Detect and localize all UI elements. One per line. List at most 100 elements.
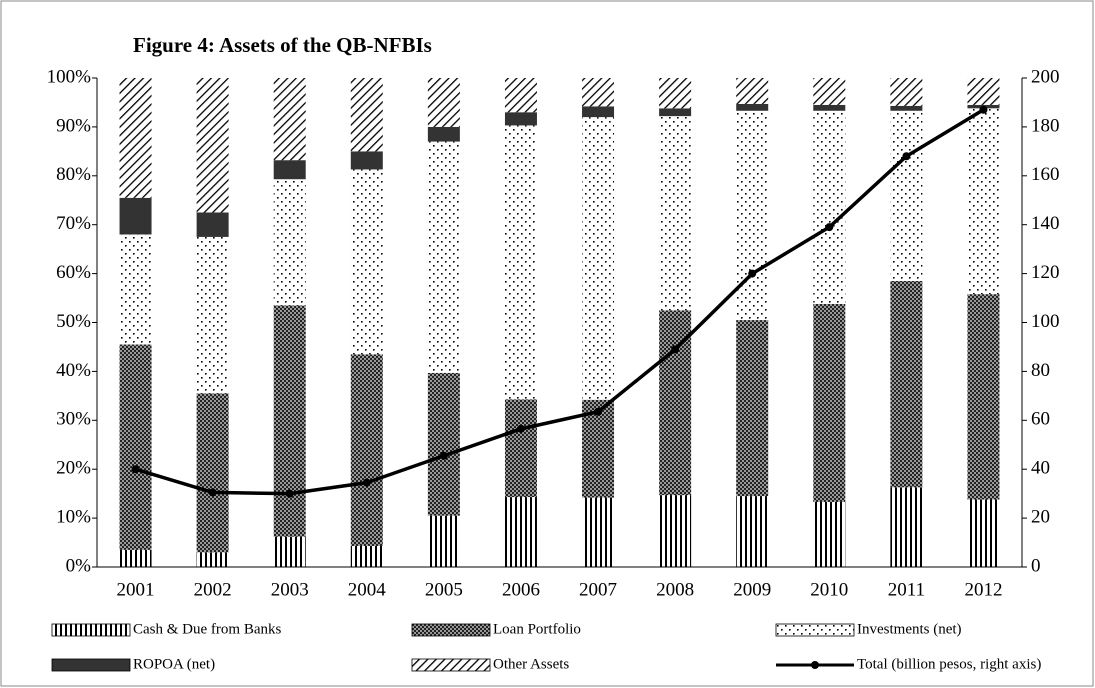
legend-label: Cash & Due from Banks [133, 621, 281, 637]
y-tick-label: 0% [66, 555, 92, 576]
bar-segment [967, 499, 1000, 567]
bar-segment [813, 501, 846, 567]
legend-swatch [411, 658, 491, 672]
bar-segment [736, 320, 769, 497]
bar-segment [659, 108, 692, 117]
bar-segment [659, 78, 692, 109]
bar-segment [813, 110, 846, 304]
x-tick-label: 2005 [425, 579, 463, 600]
legend-label: Other Assets [493, 656, 569, 672]
y-tick-label: 40% [56, 360, 91, 381]
y2-tick-label: 0 [1031, 555, 1041, 576]
y-tick-label: 100% [47, 66, 92, 87]
total-marker [362, 478, 371, 487]
bar-segment [196, 212, 229, 237]
bar-segment [504, 497, 537, 567]
x-tick-label: 2001 [117, 579, 155, 600]
bar-segment [504, 399, 537, 498]
bar-segment [582, 497, 615, 567]
chart-title: Figure 4: Assets of the QB-NFBIs [133, 33, 432, 57]
y2-tick-label: 200 [1031, 66, 1060, 87]
legend-label: Investments (net) [857, 621, 962, 637]
x-tick-label: 2003 [271, 579, 309, 600]
x-tick-label: 2004 [348, 579, 387, 600]
bar-segment [119, 344, 152, 550]
bar-segment [427, 78, 460, 127]
y2-tick-label: 140 [1031, 213, 1060, 234]
bar-segment [350, 169, 383, 355]
total-marker [979, 105, 988, 114]
total-marker [902, 152, 911, 161]
bar-segment [427, 372, 460, 516]
bar-segment [582, 117, 615, 400]
y2-tick-label: 180 [1031, 115, 1060, 136]
y2-tick-label: 160 [1031, 164, 1060, 185]
bar-segment [427, 515, 460, 567]
bar-segment [736, 78, 769, 104]
bar-segment [427, 141, 460, 373]
bar-segment [967, 78, 1000, 105]
legend-swatch [51, 623, 131, 637]
bar-segment [273, 160, 306, 180]
bar-segment [196, 78, 229, 213]
bar-segment [967, 108, 1000, 295]
bar-segment [890, 110, 923, 281]
legend-swatch [411, 623, 491, 637]
y-tick-label: 50% [56, 311, 91, 332]
bar-segment [504, 78, 537, 113]
y-tick-label: 80% [56, 164, 91, 185]
total-marker [825, 223, 834, 232]
y2-tick-label: 120 [1031, 262, 1060, 283]
bar-segment [582, 399, 615, 498]
y-tick-label: 60% [56, 262, 91, 283]
bar-segment [273, 78, 306, 161]
bar-segment [119, 234, 152, 345]
bar-segment [273, 305, 306, 537]
bar-segment [659, 495, 692, 567]
y2-tick-label: 100 [1031, 311, 1060, 332]
bar-segment [813, 303, 846, 502]
x-tick-label: 2009 [733, 579, 771, 600]
legend-swatch [51, 658, 131, 672]
y-tick-label: 70% [56, 213, 91, 234]
bar-segment [119, 78, 152, 198]
bar-segment [119, 197, 152, 235]
x-tick-label: 2006 [502, 579, 540, 600]
y2-tick-label: 80 [1031, 360, 1050, 381]
bar-segment [350, 545, 383, 567]
total-marker [748, 269, 757, 278]
bar-segment [504, 112, 537, 126]
legend-label: Total (billion pesos, right axis) [857, 656, 1041, 672]
bar-segment [736, 103, 769, 111]
x-tick-label: 2002 [194, 579, 232, 600]
bar-segment [890, 78, 923, 106]
legend-swatch [775, 623, 855, 637]
bar-segment [119, 549, 152, 567]
total-marker [671, 345, 680, 354]
legend-label: ROPOA (net) [133, 656, 215, 672]
y2-tick-label: 60 [1031, 409, 1050, 430]
bar-segment [582, 78, 615, 107]
bar-segment [890, 487, 923, 567]
bar-segment [350, 78, 383, 152]
total-marker [594, 407, 603, 416]
bar-segment [350, 354, 383, 546]
total-marker [208, 488, 217, 497]
bar-segment [967, 294, 1000, 500]
y2-tick-label: 20 [1031, 506, 1050, 527]
total-marker [285, 489, 294, 498]
bar-segment [582, 106, 615, 118]
bar-segment [196, 393, 229, 553]
bar-segment [350, 151, 383, 170]
total-marker [439, 451, 448, 460]
bar-segment [196, 236, 229, 394]
bar-segment [813, 78, 846, 105]
bar-segment [736, 110, 769, 321]
bar-segment [273, 536, 306, 567]
bar-segment [736, 496, 769, 567]
total-line [135, 108, 985, 496]
x-tick-label: 2012 [964, 579, 1002, 600]
x-tick-label: 2008 [656, 579, 694, 600]
